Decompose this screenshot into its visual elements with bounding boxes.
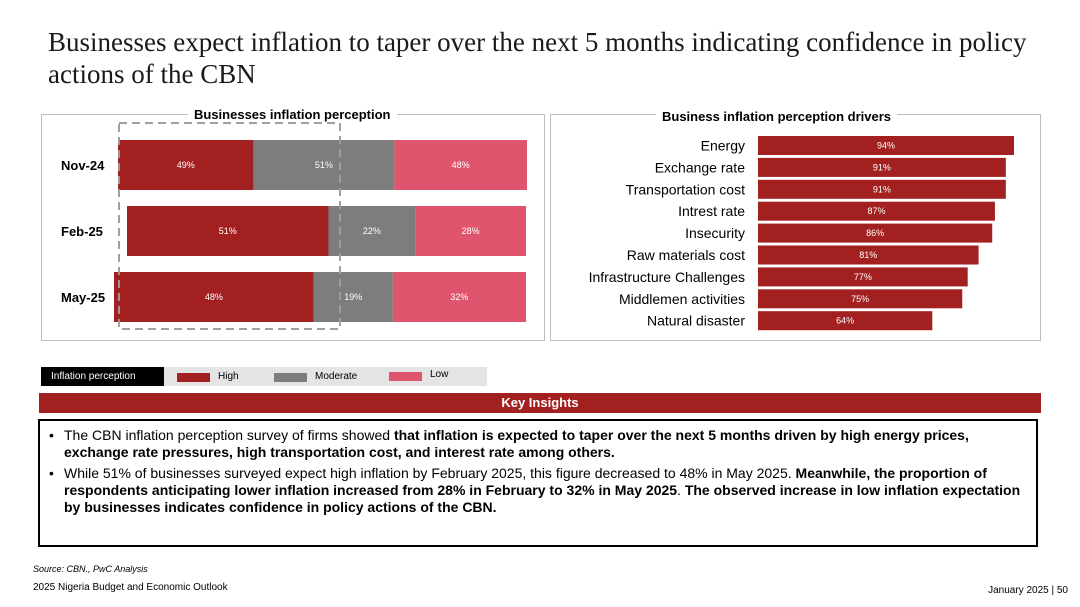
drivers-chart-title: Business inflation perception drivers — [656, 109, 897, 124]
insight-text: The CBN inflation perception survey of f… — [64, 427, 394, 443]
bullet-point: • — [49, 465, 54, 481]
insight-item: • While 51% of businesses surveyed expect… — [49, 465, 1026, 516]
driver-bar-intrest-rate — [758, 201, 995, 221]
insight-text: While 51% of businesses surveyed expect … — [64, 465, 796, 481]
data-label-high-may-25: 48% — [205, 292, 223, 302]
driver-bar-insecurity — [758, 223, 993, 243]
driver-value-natural-disaster: 64% — [836, 316, 854, 326]
driver-label-middlemen-activities: Middlemen activities — [619, 291, 745, 307]
bar-high-nov-24 — [118, 140, 254, 190]
chart-legend: Inflation perception High Moderate Low — [41, 367, 487, 386]
driver-bar-exchange-rate — [758, 157, 1006, 177]
data-label-low-feb-25: 28% — [462, 226, 480, 236]
legend-title: Inflation perception — [41, 367, 164, 386]
driver-value-exchange-rate: 91% — [873, 162, 891, 172]
driver-bar-energy — [758, 136, 1014, 155]
data-label-low-nov-24: 48% — [452, 160, 470, 170]
bar-low-nov-24 — [394, 140, 527, 190]
insight-emphasis: Meanwhile, the proportion of respondents… — [64, 465, 987, 498]
driver-value-raw-materials-cost: 81% — [859, 250, 877, 260]
driver-bar-infrastructure-challenges — [758, 267, 968, 287]
source-note: Source: CBN., PwC Analysis — [33, 564, 148, 574]
driver-value-intrest-rate: 87% — [867, 206, 885, 216]
insights-list: • The CBN inflation perception survey of … — [49, 427, 1026, 516]
insight-emphasis: The observed increase in low inflation e… — [64, 482, 1021, 515]
legend-label-moderate: Moderate — [315, 371, 358, 382]
driver-value-infrastructure-challenges: 77% — [854, 272, 872, 282]
legend-label-low: Low — [430, 369, 449, 380]
driver-value-insecurity: 86% — [866, 228, 884, 238]
bullet-point: • — [49, 427, 54, 443]
driver-value-middlemen-activities: 75% — [851, 294, 869, 304]
legend-swatch-low — [389, 372, 422, 381]
driver-label-insecurity: Insecurity — [685, 225, 745, 241]
data-label-moderate-may-25: 19% — [344, 292, 362, 302]
driver-bar-natural-disaster — [758, 311, 933, 331]
footer-report-name: 2025 Nigeria Budget and Economic Outlook — [33, 582, 228, 593]
bar-high-may-25 — [114, 272, 314, 322]
driver-bar-raw-materials-cost — [758, 245, 979, 265]
driver-value-transportation-cost: 91% — [873, 184, 891, 194]
page-title: Businesses expect inflation to taper ove… — [48, 27, 1027, 89]
bar-high-feb-25 — [127, 206, 329, 256]
data-label-moderate-feb-25: 22% — [363, 226, 381, 236]
bar-moderate-nov-24 — [253, 140, 395, 190]
category-label-feb-25: Feb-25 — [61, 224, 103, 239]
stacked-bar-chart: 49% 51% 48% Nov-24 51% 22% 28% Feb-25 48% 19% 32% M… — [61, 122, 527, 330]
driver-label-natural-disaster: Natural disaster — [647, 313, 745, 329]
bar-low-feb-25 — [415, 206, 526, 256]
category-label-nov-24: Nov-24 — [61, 158, 105, 173]
category-label-may-25: May-25 — [61, 290, 105, 305]
driver-label-transportation-cost: Transportation cost — [626, 181, 745, 197]
driver-label-infrastructure-challenges: Infrastructure Challenges — [589, 269, 745, 285]
bar-low-may-25 — [392, 272, 526, 322]
legend-swatch-high — [177, 373, 210, 382]
footer-page-number: January 2025 | 50 — [988, 585, 1068, 596]
driver-value-energy: 94% — [877, 141, 895, 151]
driver-label-exchange-rate: Exchange rate — [655, 159, 745, 175]
key-insights-header: Key Insights — [39, 393, 1041, 413]
data-label-low-may-25: 32% — [450, 292, 468, 302]
data-label-high-nov-24: 49% — [177, 160, 195, 170]
driver-label-intrest-rate: Intrest rate — [678, 203, 745, 219]
key-insights-box: • The CBN inflation perception survey of … — [38, 419, 1038, 547]
data-label-moderate-nov-24: 51% — [315, 160, 333, 170]
insight-text: . — [677, 482, 685, 498]
bar-moderate-may-25 — [313, 272, 393, 322]
legend-label-high: High — [218, 371, 239, 382]
insight-item: • The CBN inflation perception survey of … — [49, 427, 1026, 461]
dashed-highlight-overlay — [118, 122, 341, 330]
insight-emphasis: that inflation is expected to taper over… — [64, 427, 969, 460]
driver-label-raw-materials-cost: Raw materials cost — [627, 247, 745, 263]
legend-swatch-moderate — [274, 373, 307, 382]
stacked-chart-title: Businesses inflation perception — [188, 107, 397, 122]
bar-moderate-feb-25 — [328, 206, 416, 256]
driver-label-energy: Energy — [701, 138, 745, 154]
driver-bar-transportation-cost — [758, 179, 1006, 199]
drivers-bar-chart: 94% Energy 91% Exchange rate 91% Transportati… — [589, 136, 1014, 331]
driver-bar-middlemen-activities — [758, 289, 963, 309]
data-label-high-feb-25: 51% — [219, 226, 237, 236]
